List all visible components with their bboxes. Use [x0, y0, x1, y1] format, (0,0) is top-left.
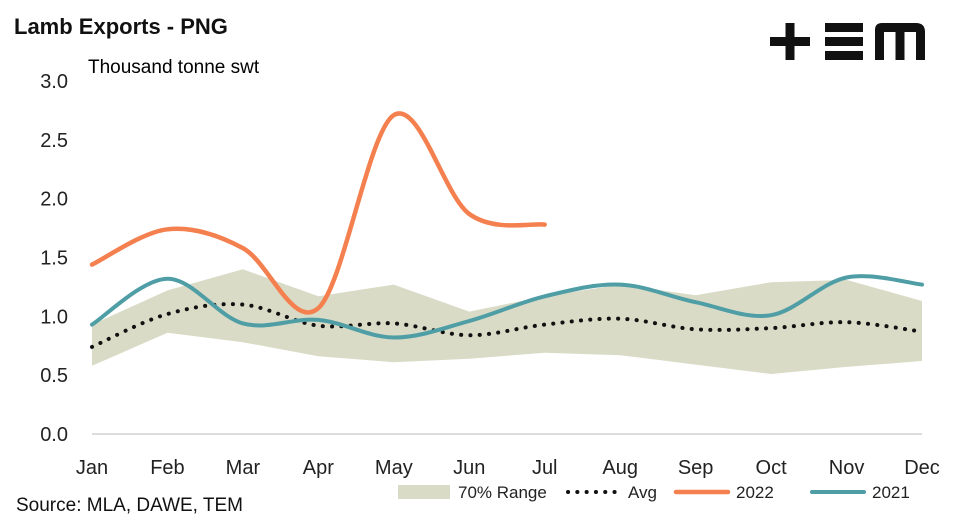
chart-title: Lamb Exports - PNG — [14, 14, 228, 39]
series-line-avg — [90, 302, 924, 349]
y-tick-label: 1.0 — [40, 306, 68, 328]
x-tick-label: Oct — [756, 457, 788, 479]
y-tick-label: 2.5 — [40, 130, 68, 152]
x-tick-label: Nov — [829, 457, 865, 479]
x-tick-label: Feb — [150, 457, 184, 479]
legend-swatch-range — [398, 485, 450, 499]
x-axis-ticks: Jan Feb Mar Apr May Jun Jul Aug Sep Oct Nov Dec — [76, 457, 940, 479]
series-line-2022 — [89, 111, 547, 315]
x-tick-label: May — [375, 457, 413, 479]
x-tick-label: Sep — [678, 457, 714, 479]
range-band — [92, 269, 922, 374]
source-note: Source: MLA, DAWE, TEM — [16, 495, 243, 516]
legend-label-2021: 2021 — [872, 483, 910, 502]
x-tick-label: Apr — [303, 457, 334, 479]
range-band-layer — [92, 269, 922, 374]
y-tick-label: 2.0 — [40, 189, 68, 211]
y-axis-label: Thousand tonne swt — [88, 57, 260, 78]
legend-label-range: 70% Range — [458, 483, 547, 502]
x-tick-label: Aug — [602, 457, 638, 479]
y-tick-label: 3.0 — [40, 71, 68, 93]
series-lines-layer — [89, 111, 924, 349]
x-tick-label: Jun — [453, 457, 485, 479]
y-tick-label: 0.0 — [40, 424, 68, 446]
tem-logo — [770, 23, 925, 60]
x-tick-label: Mar — [226, 457, 261, 479]
y-tick-label: 1.5 — [40, 248, 68, 270]
chart-legend: 70% Range Avg 2022 2021 — [398, 483, 910, 502]
x-tick-label: Dec — [904, 457, 940, 479]
x-tick-label: Jul — [532, 457, 558, 479]
legend-label-2022: 2022 — [736, 483, 774, 502]
y-axis-ticks: 0.0 0.5 1.0 1.5 2.0 2.5 3.0 — [40, 71, 68, 446]
series-line-2021 — [90, 274, 924, 340]
y-tick-label: 0.5 — [40, 365, 68, 387]
legend-label-avg: Avg — [628, 483, 657, 502]
x-tick-label: Jan — [76, 457, 108, 479]
